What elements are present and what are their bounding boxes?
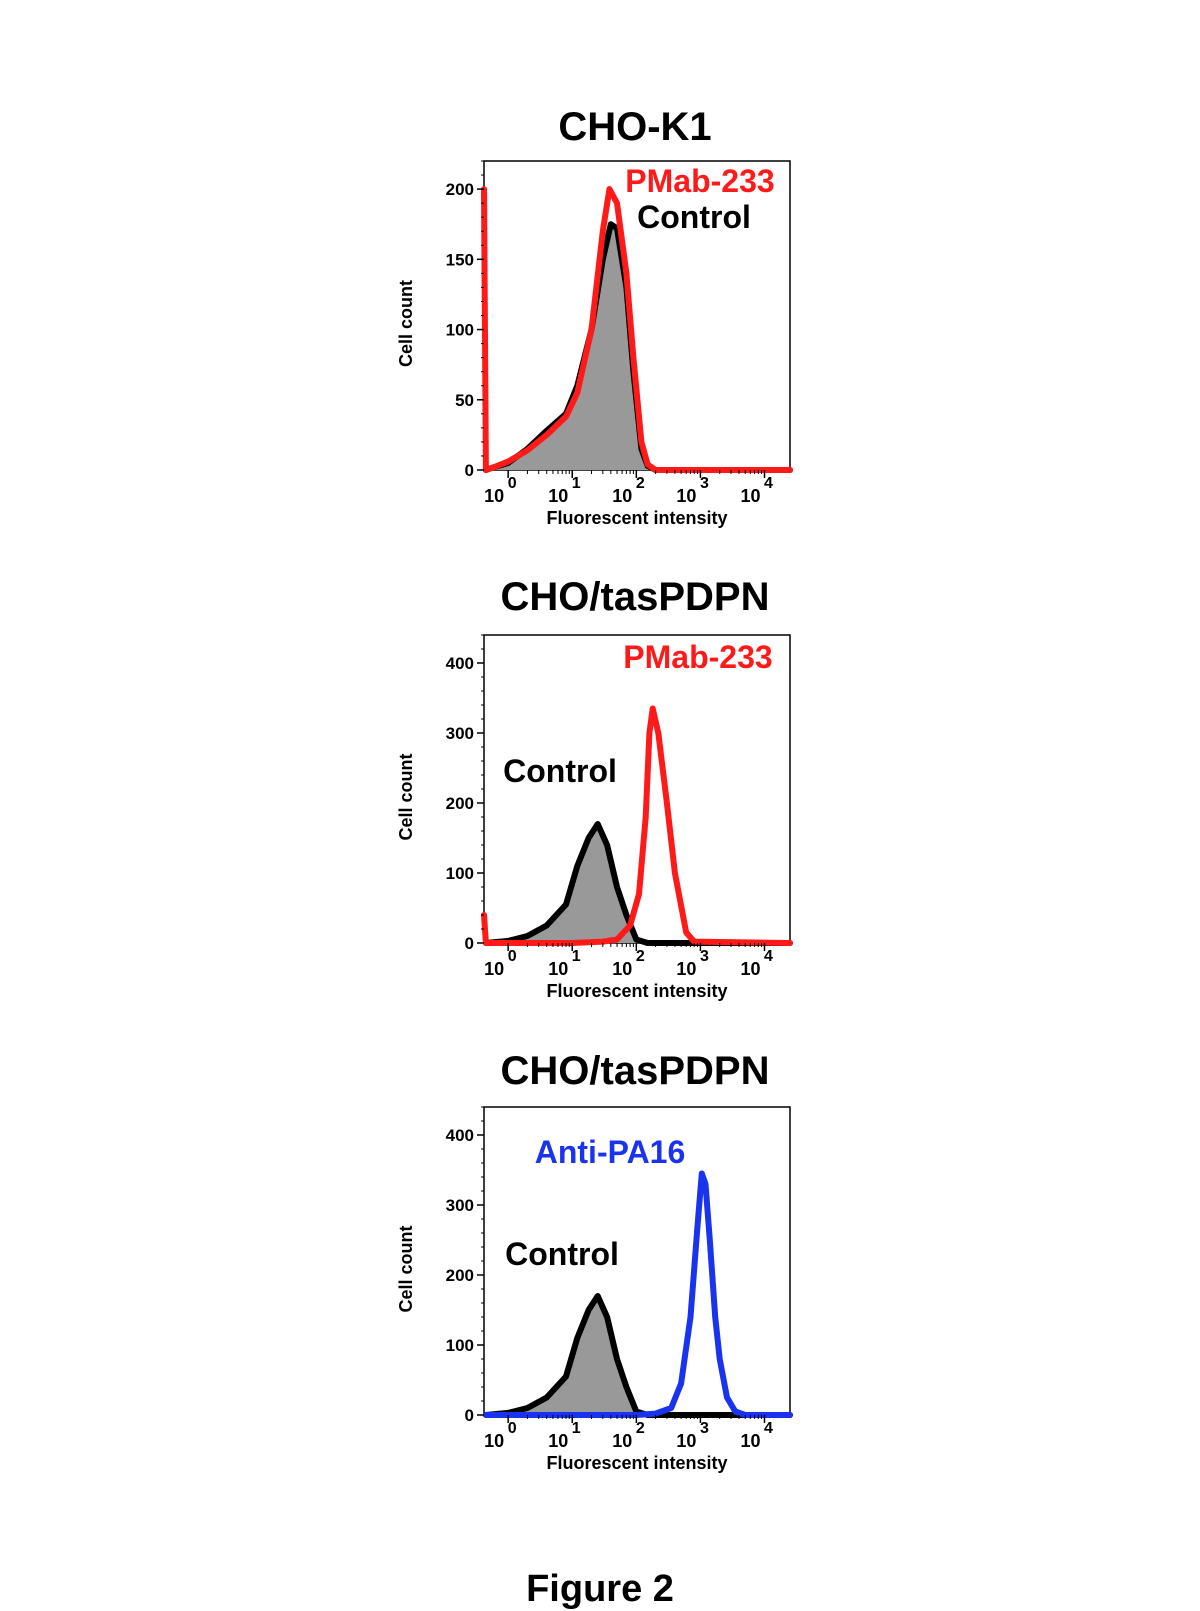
annotation-control: Control [637, 199, 751, 235]
annotation-control: Control [505, 1236, 619, 1272]
annotation-pmab-233: PMab-233 [625, 163, 774, 199]
x-tick-label: 10 [676, 486, 696, 506]
annotation-control: Control [503, 753, 617, 789]
x-tick-exponent: 0 [508, 1420, 517, 1437]
plot-area [483, 1106, 791, 1416]
chart-title: CHO/tasPDPN [501, 1049, 770, 1093]
x-tick-label: 10 [612, 1431, 632, 1451]
y-tick-label: 0 [465, 461, 474, 480]
series-line-control [482, 1293, 793, 1418]
x-tick-label: 10 [484, 959, 504, 979]
x-tick-exponent: 3 [700, 948, 709, 965]
x-axis-label: Fluorescent intensity [546, 981, 727, 1001]
y-tick-label: 200 [446, 1266, 474, 1285]
x-tick-label: 10 [612, 486, 632, 506]
x-tick-exponent: 3 [700, 475, 709, 492]
x-tick-label: 10 [548, 1431, 568, 1451]
y-tick-label: 0 [465, 934, 474, 953]
x-tick-exponent: 2 [636, 1420, 645, 1437]
x-tick-label: 10 [484, 486, 504, 506]
y-axis-label: Cell count [396, 753, 416, 840]
x-tick-label: 10 [676, 959, 696, 979]
x-tick-exponent: 3 [700, 1420, 709, 1437]
series-line-pmab-233 [481, 705, 793, 946]
chart-panel-2: CHO/tasPDPN0100200300400100101102103104F… [396, 575, 793, 1001]
x-tick-label: 10 [740, 1431, 760, 1451]
x-tick-exponent: 2 [636, 948, 645, 965]
y-tick-label: 100 [446, 1336, 474, 1355]
y-tick-label: 300 [446, 1196, 474, 1215]
chart-title: CHO/tasPDPN [501, 575, 770, 619]
y-tick-label: 100 [446, 321, 474, 340]
chart-panel-1: CHO-K1050100150200100101102103104Fluores… [396, 105, 793, 528]
x-tick-label: 10 [548, 959, 568, 979]
y-tick-label: 200 [446, 794, 474, 813]
y-tick-label: 400 [446, 1126, 474, 1145]
y-tick-label: 100 [446, 864, 474, 883]
series-line-pmab-233 [481, 186, 793, 473]
x-tick-label: 10 [612, 959, 632, 979]
x-tick-exponent: 4 [764, 948, 773, 965]
y-axis-label: Cell count [396, 280, 416, 367]
chart-panel-3: CHO/tasPDPN0100200300400100101102103104F… [396, 1049, 793, 1473]
x-tick-exponent: 2 [636, 475, 645, 492]
x-tick-exponent: 4 [764, 475, 773, 492]
x-tick-exponent: 1 [572, 475, 581, 492]
y-tick-label: 400 [446, 654, 474, 673]
x-tick-exponent: 1 [572, 1420, 581, 1437]
series-line-anti-pa16 [482, 1170, 793, 1418]
figure-caption: Figure 2 [526, 1568, 674, 1610]
y-tick-label: 50 [455, 391, 474, 410]
x-tick-label: 10 [548, 486, 568, 506]
x-tick-label: 10 [484, 1431, 504, 1451]
y-tick-label: 200 [446, 180, 474, 199]
y-tick-label: 0 [465, 1406, 474, 1425]
series-line-control [482, 821, 793, 946]
chart-title: CHO-K1 [558, 105, 711, 149]
x-axis-label: Fluorescent intensity [546, 1453, 727, 1473]
x-tick-label: 10 [740, 486, 760, 506]
x-tick-label: 10 [740, 959, 760, 979]
annotation-anti-pa16: Anti-PA16 [535, 1134, 686, 1170]
x-tick-exponent: 0 [508, 475, 517, 492]
x-tick-label: 10 [676, 1431, 696, 1451]
x-tick-exponent: 4 [764, 1420, 773, 1437]
y-tick-label: 300 [446, 724, 474, 743]
x-tick-exponent: 0 [508, 948, 517, 965]
y-axis-label: Cell count [396, 1225, 416, 1312]
x-axis-label: Fluorescent intensity [546, 508, 727, 528]
annotation-pmab-233: PMab-233 [623, 639, 772, 675]
x-tick-exponent: 1 [572, 948, 581, 965]
y-tick-label: 150 [446, 250, 474, 269]
